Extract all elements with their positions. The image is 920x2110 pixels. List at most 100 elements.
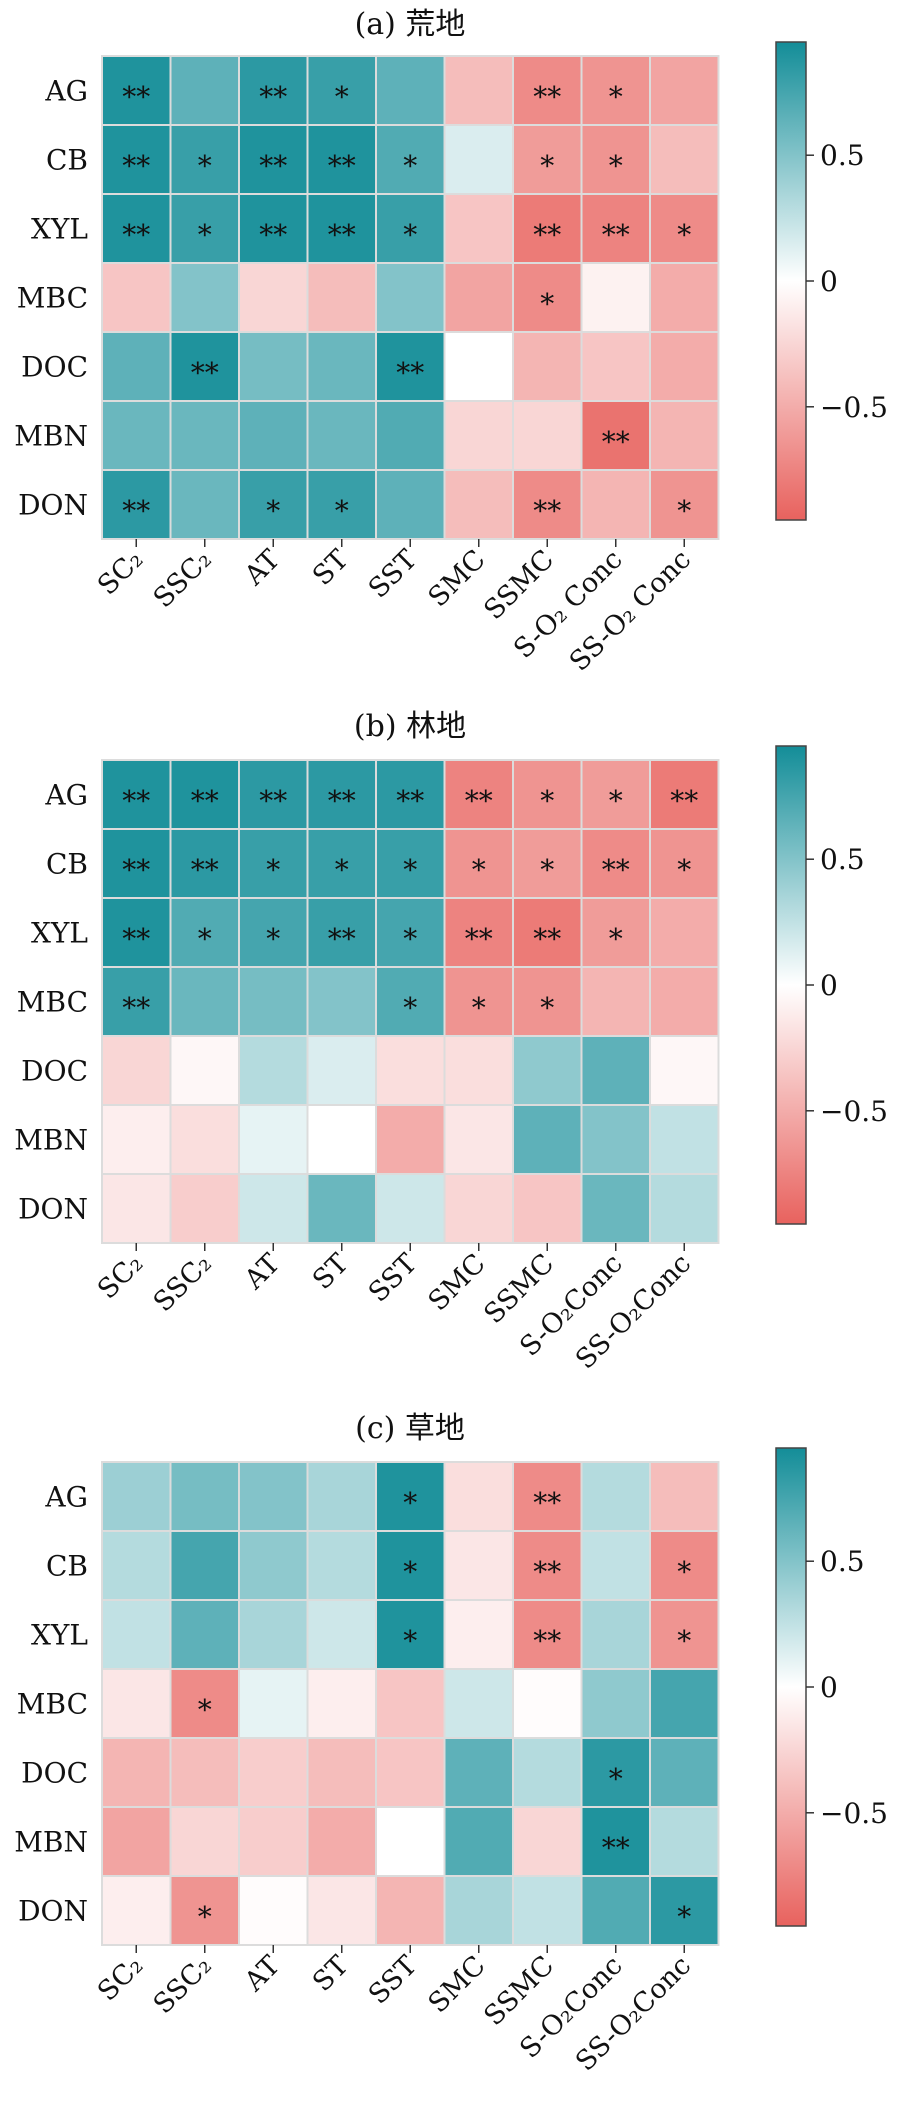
heatmap-cell xyxy=(375,1668,446,1739)
significance-mark: ** xyxy=(259,785,287,818)
row-label: XYL xyxy=(31,917,88,950)
heatmap-cell xyxy=(649,1461,720,1532)
heatmap-cell xyxy=(101,1599,172,1670)
heatmap-cell xyxy=(443,331,514,402)
heatmap-cell xyxy=(375,124,446,195)
heatmap-cell xyxy=(169,331,240,402)
colorbar-tick-label: −0.5 xyxy=(820,1095,888,1128)
significance-mark: * xyxy=(335,854,349,887)
heatmap-cell xyxy=(649,400,720,471)
heatmap-cell xyxy=(443,1530,514,1601)
heatmap-cell xyxy=(580,897,651,968)
heatmap-cell xyxy=(443,897,514,968)
panel-c-title: (c) 草地 xyxy=(355,1411,465,1446)
significance-mark: * xyxy=(198,219,212,252)
heatmap-cell xyxy=(649,1806,720,1877)
heatmap-cell xyxy=(512,1875,583,1946)
heatmap-cell xyxy=(512,897,583,968)
heatmap-cell xyxy=(649,759,720,830)
significance-mark: * xyxy=(198,1901,212,1934)
heatmap-cell xyxy=(306,759,377,830)
significance-mark: * xyxy=(540,992,554,1025)
heatmap-cell xyxy=(375,1173,446,1244)
heatmap-cell xyxy=(306,897,377,968)
column-label: SST xyxy=(363,544,423,604)
heatmap-cell xyxy=(306,331,377,402)
heatmap-cell xyxy=(306,1668,377,1739)
heatmap-cell xyxy=(512,1035,583,1106)
heatmap-cell xyxy=(443,1668,514,1739)
panel-a-row-labels: AG CB XYL MBC DOC MBN DON xyxy=(14,75,88,522)
heatmap-cell xyxy=(306,262,377,333)
significance-mark: ** xyxy=(122,219,150,252)
significance-mark: * xyxy=(403,150,417,183)
heatmap-cell xyxy=(238,55,309,126)
heatmap-cell xyxy=(649,828,720,899)
row-label: DON xyxy=(18,1193,88,1226)
heatmap-cell xyxy=(169,1104,240,1175)
heatmap-cell xyxy=(443,400,514,471)
colorbar-tick-label: 0.5 xyxy=(820,139,865,172)
heatmap-cell xyxy=(238,1806,309,1877)
significance-mark: * xyxy=(540,854,554,887)
heatmap-cell xyxy=(101,1104,172,1175)
significance-mark: ** xyxy=(602,1832,630,1865)
heatmap-cell xyxy=(306,400,377,471)
heatmap-cell xyxy=(169,55,240,126)
significance-mark: ** xyxy=(533,495,561,528)
heatmap-cell xyxy=(238,1599,309,1670)
heatmap-cell xyxy=(169,262,240,333)
heatmap-cell xyxy=(649,1737,720,1808)
significance-mark: * xyxy=(403,1556,417,1589)
heatmap-cell xyxy=(169,966,240,1037)
heatmap-cell xyxy=(443,1173,514,1244)
column-label: ST xyxy=(307,544,355,592)
panel-b-row-labels: AG CB XYL MBC DOC MBN DON xyxy=(14,779,88,1226)
significance-mark: ** xyxy=(533,923,561,956)
heatmap-cell xyxy=(238,966,309,1037)
heatmap-cell xyxy=(306,966,377,1037)
significance-mark: * xyxy=(540,288,554,321)
heatmap-cell xyxy=(101,1806,172,1877)
heatmap-cell xyxy=(101,828,172,899)
significance-mark: * xyxy=(198,150,212,183)
significance-mark: * xyxy=(403,219,417,252)
panel-b-cells: ** ** ** ** ** ** * * **** ** * * * * * ** *** * * ** * ** ** *… xyxy=(101,759,720,1244)
significance-mark: * xyxy=(403,854,417,887)
significance-mark: * xyxy=(335,495,349,528)
heatmap-cell xyxy=(238,400,309,471)
significance-mark: * xyxy=(609,785,623,818)
significance-mark: ** xyxy=(122,81,150,114)
heatmap-cell xyxy=(443,1806,514,1877)
significance-mark: * xyxy=(403,1625,417,1658)
panel-a-colorbar: 0.5 0 −0.5 xyxy=(775,41,888,521)
heatmap-cell xyxy=(512,1806,583,1877)
heatmap-cell xyxy=(101,1737,172,1808)
column-label: SSC₂ xyxy=(148,1248,218,1318)
colorbar-gradient xyxy=(775,41,807,521)
heatmap-cell xyxy=(375,1806,446,1877)
heatmap-cell xyxy=(238,331,309,402)
panel-b-colorbar: 0.5 0 −0.5 xyxy=(775,745,888,1225)
heatmap-cell xyxy=(306,1806,377,1877)
heatmap-cell xyxy=(580,1173,651,1244)
heatmap-cell xyxy=(512,966,583,1037)
heatmap-cell xyxy=(580,1668,651,1739)
row-label: CB xyxy=(46,1550,88,1583)
heatmap-cell xyxy=(443,193,514,264)
heatmap-cell xyxy=(238,1737,309,1808)
heatmap-cell xyxy=(580,1461,651,1532)
significance-mark: ** xyxy=(191,357,219,390)
heatmap-cell xyxy=(375,1035,446,1106)
row-label: XYL xyxy=(31,1619,88,1652)
heatmap-cell xyxy=(375,469,446,540)
significance-mark: ** xyxy=(602,854,630,887)
heatmap-cell xyxy=(375,400,446,471)
column-label: ST xyxy=(307,1248,355,1296)
panel-c-cells: * *** ** ** ** ****** * xyxy=(101,1461,720,1946)
significance-mark: * xyxy=(335,81,349,114)
heatmap-cell xyxy=(443,55,514,126)
significance-mark: ** xyxy=(122,992,150,1025)
